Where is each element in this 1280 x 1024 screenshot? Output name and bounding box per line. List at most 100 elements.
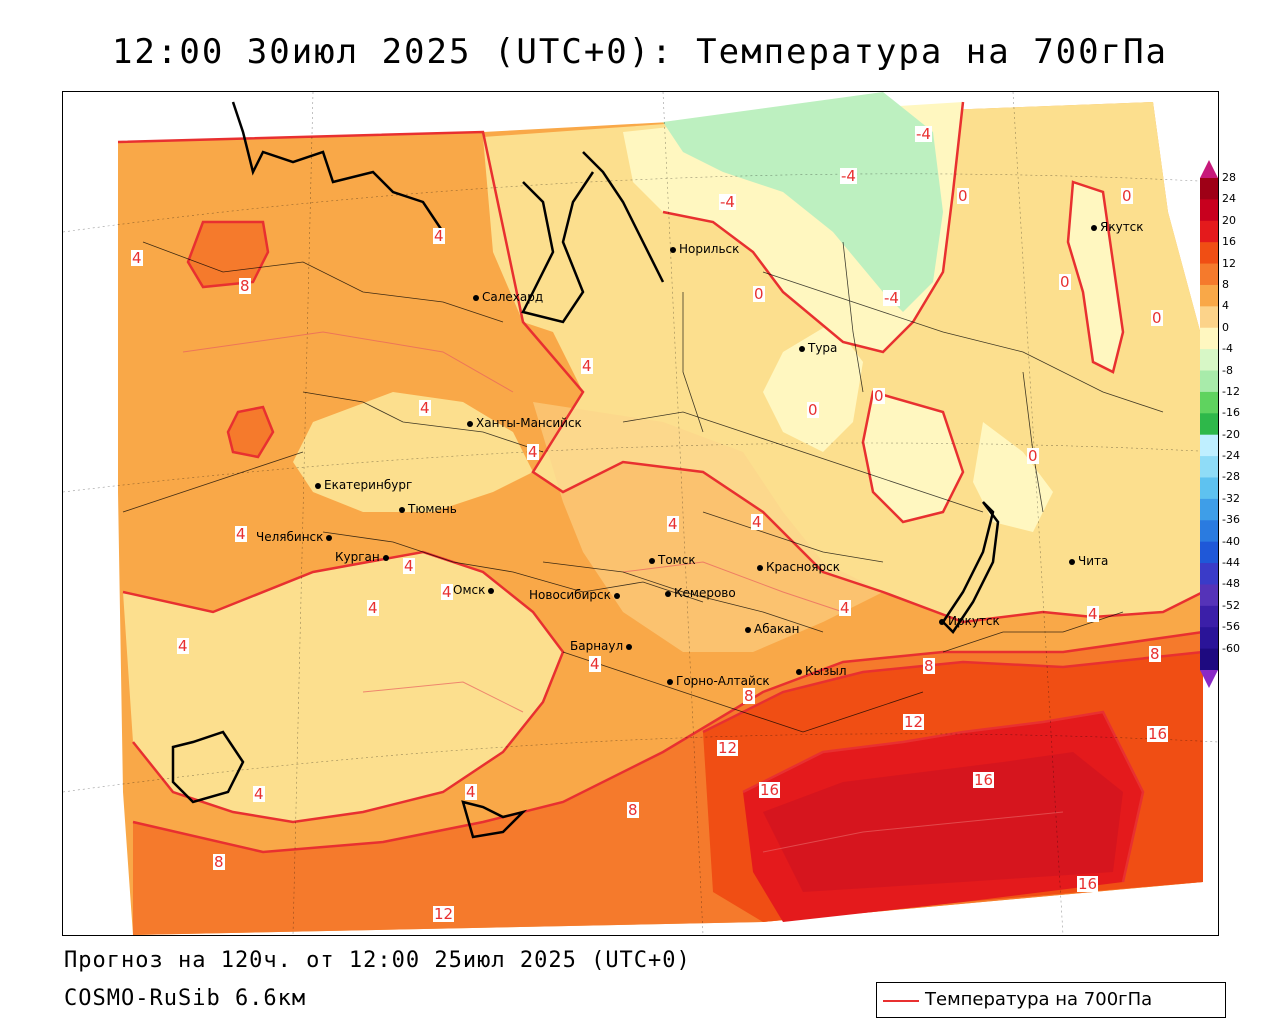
colorbar-segment	[1200, 242, 1218, 265]
contour-label: 4	[441, 583, 453, 601]
city-label: Челябинск	[256, 530, 335, 544]
colorbar-segment	[1200, 284, 1218, 307]
contour-label: 16	[1147, 725, 1169, 743]
city-label: Салехард	[473, 290, 543, 304]
city-marker-icon	[399, 506, 405, 513]
colorbar-segment	[1200, 456, 1218, 478]
colorbar-tick-label: -40	[1222, 534, 1240, 548]
city-label: Кемерово	[665, 586, 736, 600]
colorbar-tick-label: -4	[1222, 342, 1233, 356]
city-marker-icon	[745, 626, 751, 633]
colorbar-segment	[1200, 327, 1218, 350]
contour-label: 4	[581, 357, 593, 375]
colorbar-tick-label: -16	[1222, 406, 1240, 420]
colorbar-tick-label: 0	[1222, 320, 1229, 334]
city-marker-icon	[488, 587, 495, 594]
admin-borders	[122, 241, 1164, 733]
contour-label: 8	[239, 277, 251, 295]
city-marker-icon	[796, 668, 802, 675]
colorbar-segment	[1200, 648, 1218, 671]
contour-label: 4	[235, 525, 247, 543]
city-label: Екатеринбург	[315, 478, 412, 492]
colorbar-segment	[1200, 306, 1218, 329]
contour-label: 8	[627, 801, 639, 819]
colorbar	[1200, 160, 1218, 688]
city-label: Барнаул	[570, 639, 635, 653]
contour-label: 12	[717, 739, 739, 757]
city-marker-icon	[670, 246, 676, 253]
colorbar-segment	[1200, 413, 1218, 436]
colorbar-tick-label: -56	[1222, 620, 1240, 634]
colorbar-tick-label: -12	[1222, 384, 1240, 398]
contour-label: 4	[131, 249, 143, 267]
city-marker-icon	[1069, 558, 1075, 565]
city-label: Томск	[649, 553, 696, 567]
contour-label: 12	[903, 713, 925, 731]
city-label: Омск	[453, 583, 497, 597]
contour-label: -4	[883, 289, 900, 307]
colorbar-tick-label: -32	[1222, 491, 1240, 505]
contour-label: 12	[433, 905, 455, 923]
city-label: Якутск	[1091, 220, 1144, 234]
city-marker-icon	[382, 554, 389, 561]
contour-label: 0	[1059, 273, 1071, 291]
contour-label: 4	[839, 599, 851, 617]
contour-label: -4	[915, 125, 932, 143]
colorbar-tick-label: -44	[1222, 556, 1240, 570]
colorbar-tick-label: -52	[1222, 598, 1240, 612]
graticule	[63, 92, 1218, 935]
contour-label: 8	[923, 657, 935, 675]
city-label: Тура	[799, 341, 837, 355]
contour-label: 0	[753, 285, 765, 303]
city-label: Тюмень	[399, 502, 457, 516]
contour-label: -4	[719, 193, 736, 211]
contour-label: 8	[1149, 645, 1161, 663]
city-marker-icon	[1091, 224, 1097, 231]
city-marker-icon	[315, 482, 321, 489]
colorbar-segment	[1200, 477, 1218, 500]
contour-label: 0	[1121, 187, 1133, 205]
colorbar-tick-label: 24	[1222, 192, 1236, 206]
contour-label: 4	[433, 227, 445, 245]
city-label: Горно-Алтайск	[667, 674, 770, 688]
contour-label: 4	[419, 399, 431, 417]
model-name: COSMO-RuSib 6.6км	[64, 986, 307, 1011]
city-label: Новосибирск	[529, 588, 623, 602]
contour-label: 16	[973, 771, 995, 789]
colorbar-segment	[1200, 541, 1218, 564]
colorbar-tick-label: -8	[1222, 363, 1233, 377]
city-marker-icon	[757, 564, 763, 571]
contour-label: 4	[527, 443, 539, 461]
city-label: Чита	[1069, 554, 1108, 568]
contour-label: 4	[177, 637, 189, 655]
contour-label: 0	[957, 187, 969, 205]
colorbar-segment	[1200, 520, 1218, 543]
city-marker-icon	[799, 345, 805, 352]
colorbar-segment	[1200, 605, 1218, 628]
city-marker-icon	[613, 592, 620, 599]
isotherm-lines	[117, 101, 1204, 883]
colorbar-tick-label: -36	[1222, 513, 1240, 527]
city-label: Иркутск	[939, 614, 1000, 628]
city-label: Ханты-Мансийск	[467, 416, 582, 430]
forecast-info: Прогноз на 120ч. от 12:00 25июл 2025 (UT…	[64, 948, 691, 973]
contour-label: 8	[213, 853, 225, 871]
contour-label: 4	[465, 783, 477, 801]
colorbar-segment	[1200, 263, 1218, 286]
map-title: 12:00 30июл 2025 (UTC+0): Температура на…	[111, 32, 1169, 72]
contour-label: 4	[403, 557, 415, 575]
legend-label: Температура на 700гПа	[925, 989, 1153, 1010]
colorbar-tick-label: 28	[1222, 171, 1236, 184]
colorbar-tick-label: -60	[1222, 641, 1240, 655]
city-marker-icon	[665, 590, 671, 597]
coastlines	[171, 101, 1000, 839]
colorbar-segment	[1200, 370, 1218, 393]
contour-label: 16	[1077, 875, 1099, 893]
colorbar-tick-label: 20	[1222, 213, 1236, 227]
colorbar-segment	[1200, 627, 1218, 650]
legend-line-icon	[883, 1000, 919, 1002]
contour-label: 0	[1027, 447, 1039, 465]
colorbar-segment	[1200, 220, 1218, 243]
city-label: Красноярск	[757, 560, 840, 574]
legend-box: Температура на 700гПа	[876, 982, 1226, 1018]
